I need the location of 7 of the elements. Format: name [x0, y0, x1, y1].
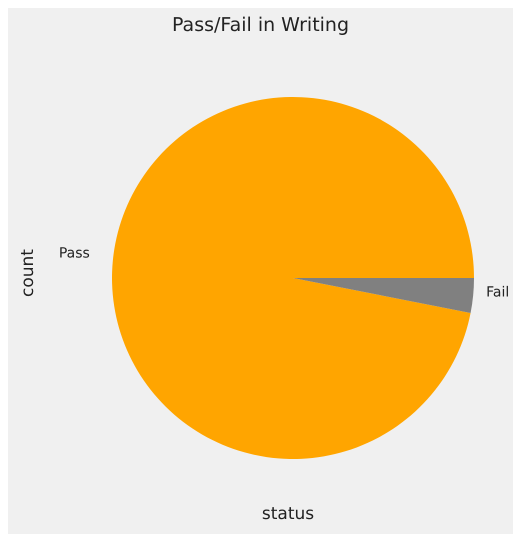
- text: count: [18, 249, 38, 297]
- pie-slice: [112, 97, 474, 459]
- text: status: [260, 504, 316, 524]
- slice-label: Pass: [58, 246, 90, 262]
- pie-slice: [293, 278, 474, 314]
- slice-label: Fail: [486, 284, 510, 300]
- chart-title: Pass/Fail in Writing: [170, 14, 350, 36]
